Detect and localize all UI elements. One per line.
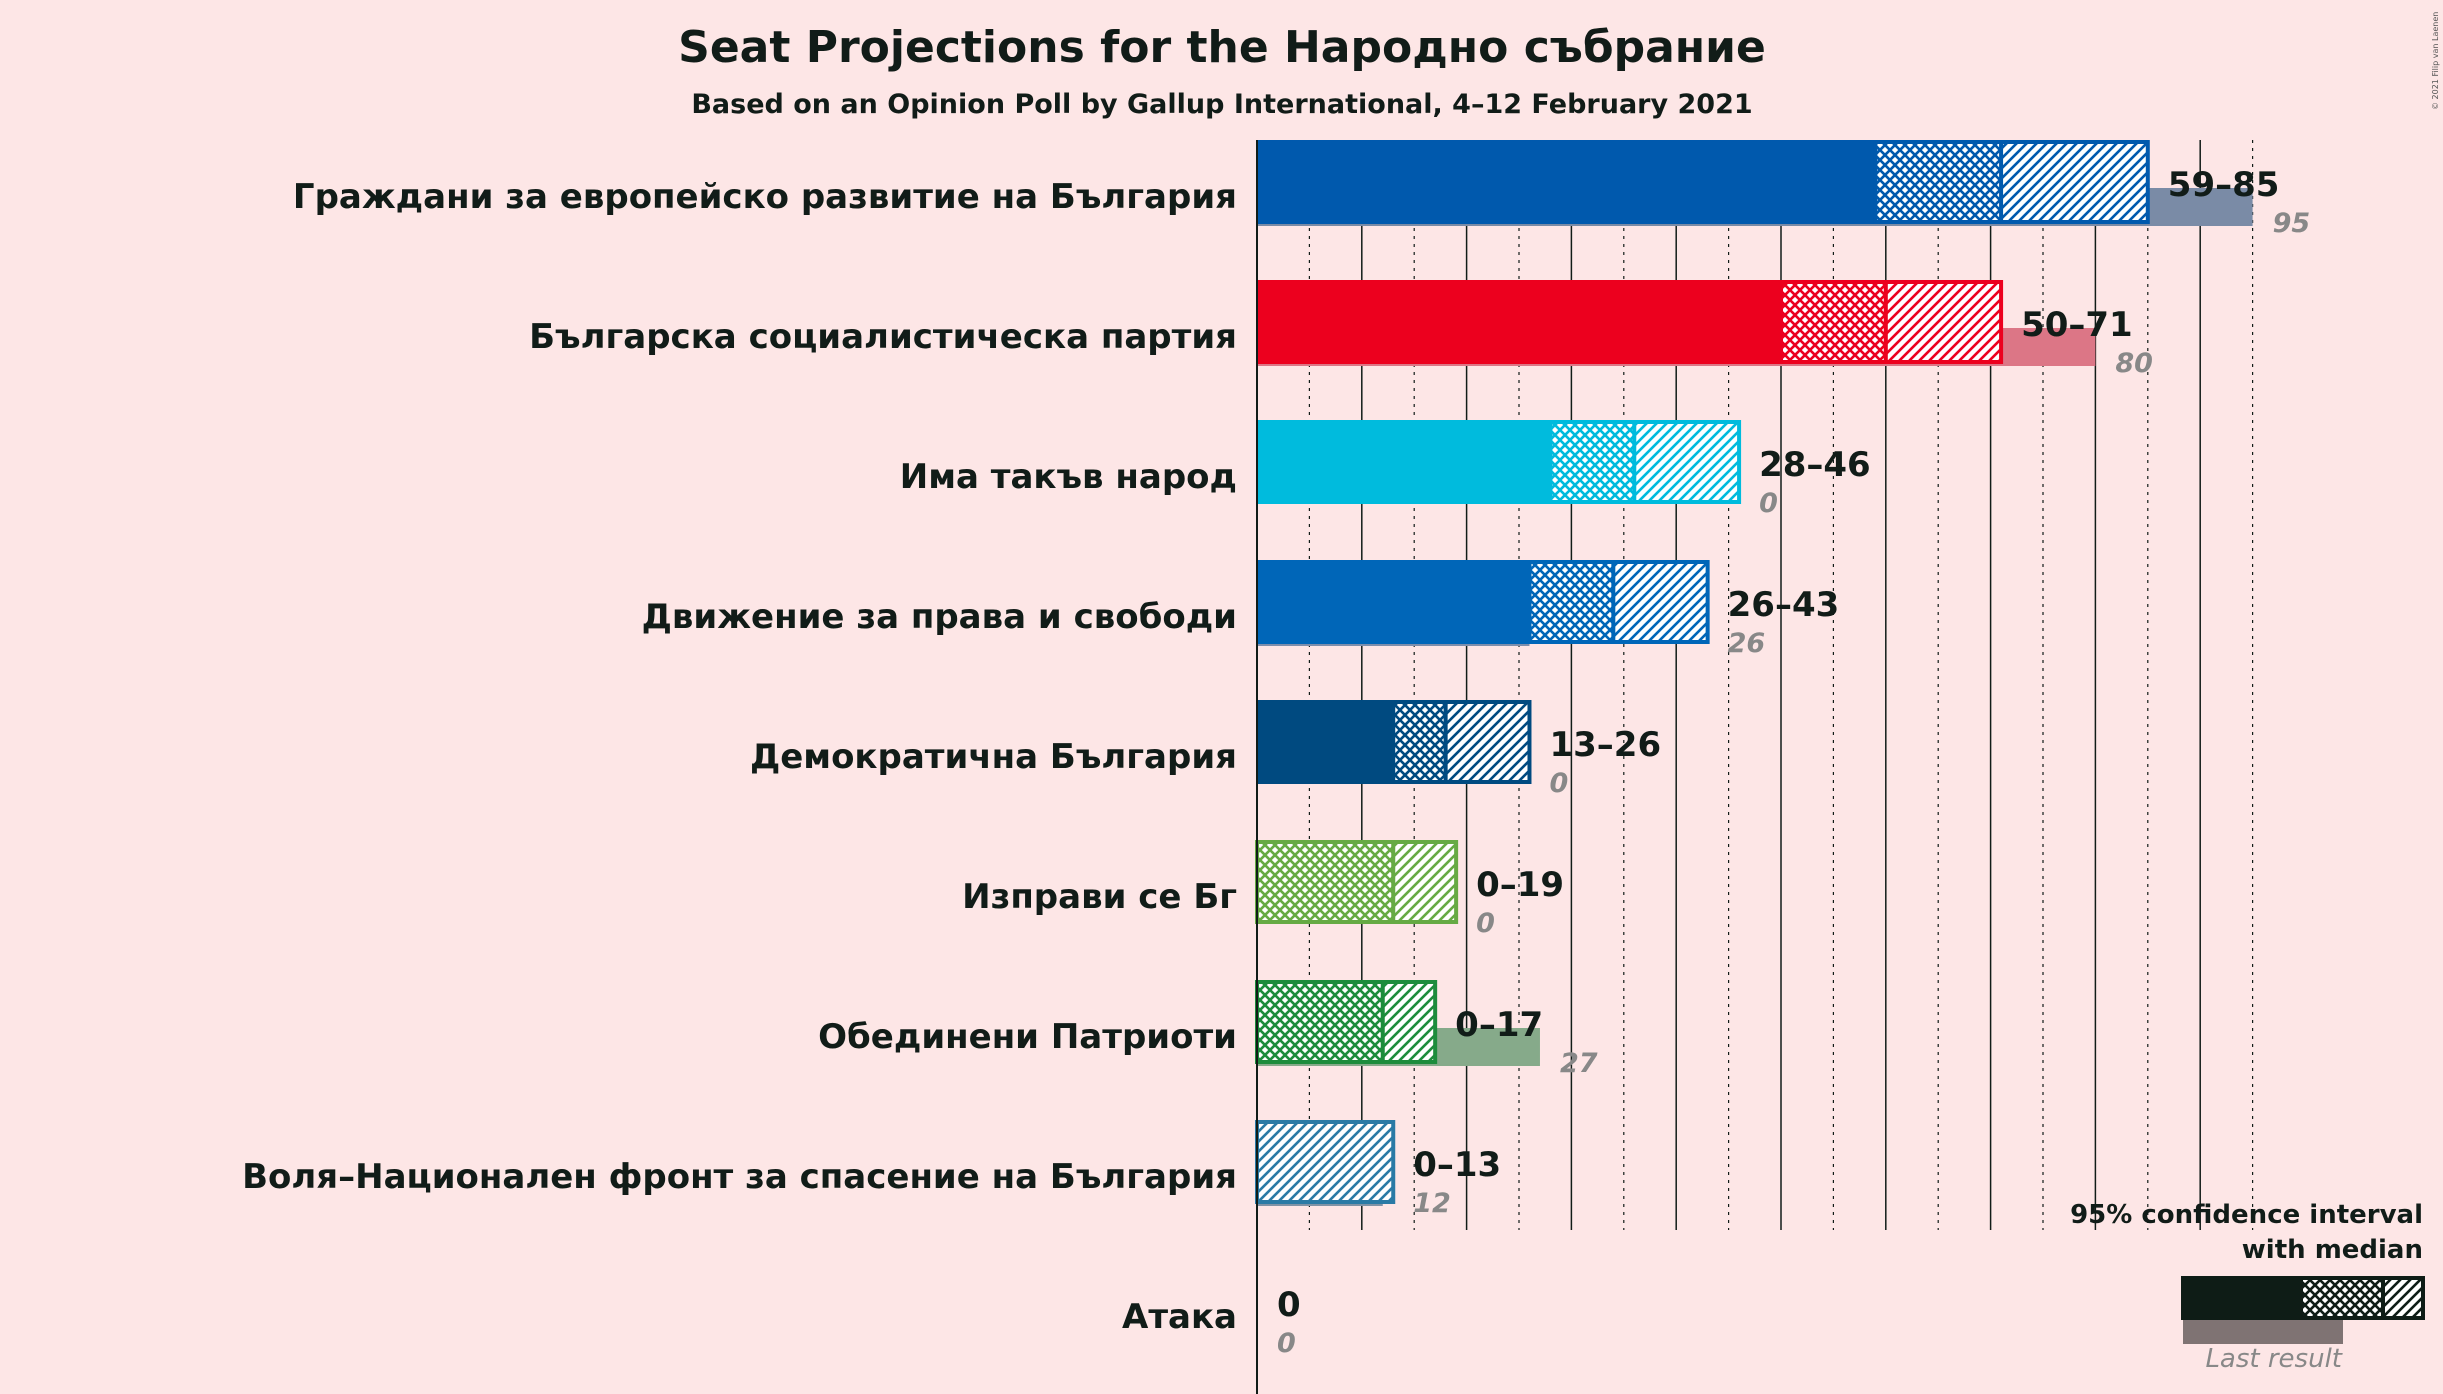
- party-label: Атака: [1122, 1297, 1237, 1337]
- ci-upper-bar: [1634, 420, 1740, 504]
- legend: 95% confidence interval with median Last…: [2070, 1200, 2425, 1374]
- ci-upper-bar: [2001, 140, 2148, 224]
- ci-lower-bar: [1257, 980, 1383, 1064]
- legend-last-result-label: Last result: [2205, 1344, 2342, 1374]
- chart-title: Seat Projections for the Народно събрани…: [678, 22, 1766, 73]
- ci-outline: [1527, 560, 1710, 644]
- party-label: Воля–Национален фронт за спасение на Бъл…: [242, 1157, 1237, 1197]
- party-label: Граждани за европейско развитие на Бълга…: [293, 177, 1237, 217]
- ci-solid-bar: [1257, 560, 1530, 644]
- last-result-label: 12: [1413, 1188, 1451, 1219]
- legend-cross: [2301, 1276, 2383, 1320]
- ci-outline: [1779, 280, 2004, 364]
- party-label: Българска социалистическа партия: [529, 317, 1237, 357]
- party-label: Движение за права и свободи: [642, 597, 1237, 637]
- legend-title-line2: with median: [2242, 1235, 2423, 1265]
- legend-solid: [2181, 1276, 2301, 1320]
- range-label: 59–85: [2168, 165, 2280, 205]
- ci-upper-bar: [1393, 840, 1457, 924]
- ci-lower-bar: [1781, 280, 1886, 364]
- range-label: 0: [1277, 1285, 1301, 1325]
- party-label: Демократична България: [750, 737, 1237, 777]
- legend-last-bar: [2183, 1320, 2343, 1344]
- bars-layer: Граждани за европейско развитие на Бълга…: [242, 140, 2310, 1359]
- copyright-notice: © 2021 Filip van Laenen: [2431, 12, 2440, 110]
- range-label: 50–71: [2021, 305, 2133, 345]
- ci-upper-bar: [1382, 980, 1436, 1064]
- range-label: 13–26: [1549, 725, 1661, 765]
- party-label: Има такъв народ: [900, 457, 1237, 497]
- legend-hatch: [2383, 1276, 2423, 1320]
- ci-outline: [1391, 700, 1532, 784]
- ci-solid-bar: [1257, 420, 1551, 504]
- ci-upper-bar: [1885, 280, 2002, 364]
- last-result-label: 95: [2273, 208, 2311, 239]
- chart-subtitle: Based on an Opinion Poll by Gallup Inter…: [691, 89, 1752, 120]
- last-result-label: 0: [1759, 488, 1778, 519]
- ci-solid-bar: [1257, 700, 1394, 784]
- legend-outline: [2299, 1276, 2425, 1320]
- legend-title-line1: 95% confidence interval: [2070, 1200, 2423, 1230]
- last-result-label: 0: [1277, 1328, 1296, 1359]
- ci-lower-bar: [1257, 840, 1394, 924]
- ci-lower-bar: [1875, 140, 2002, 224]
- range-label: 0–17: [1455, 1005, 1543, 1045]
- ci-outline: [1548, 420, 1742, 504]
- last-result-label: 26: [1728, 628, 1766, 659]
- ci-upper-bar: [1257, 1120, 1394, 1204]
- ci-upper-bar: [1445, 700, 1530, 784]
- ci-lower-bar: [1529, 560, 1614, 644]
- party-label: Изправи се Бг: [962, 877, 1237, 917]
- range-label: 26–43: [1728, 585, 1840, 625]
- last-result-label: 27: [1560, 1048, 1598, 1079]
- last-result-label: 0: [1549, 768, 1568, 799]
- last-result-label: 80: [2115, 348, 2153, 379]
- party-label: Обединени Патриоти: [818, 1017, 1237, 1057]
- ci-lower-bar: [1550, 420, 1635, 504]
- range-label: 0–19: [1476, 865, 1564, 905]
- ci-solid-bar: [1257, 140, 1876, 224]
- ci-outline: [1873, 140, 2150, 224]
- ci-upper-bar: [1613, 560, 1708, 644]
- ci-lower-bar: [1393, 700, 1446, 784]
- legend-swatch: [2181, 1276, 2425, 1344]
- ci-solid-bar: [1257, 280, 1781, 364]
- last-result-label: 0: [1476, 908, 1495, 939]
- range-label: 28–46: [1759, 445, 1871, 485]
- range-label: 0–13: [1413, 1145, 1501, 1185]
